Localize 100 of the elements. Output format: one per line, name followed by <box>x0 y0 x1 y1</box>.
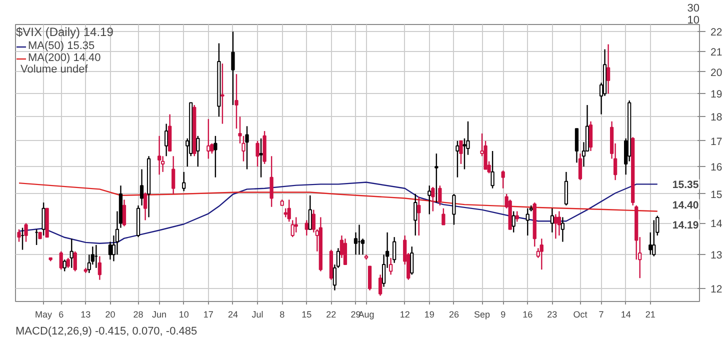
x-tick-label: 24 <box>228 310 238 320</box>
line-series <box>18 182 658 244</box>
y-tick-label: 20 <box>710 66 722 79</box>
y-tick-label: 19 <box>710 88 722 101</box>
candlestick <box>574 128 579 164</box>
candlestick <box>554 214 558 240</box>
candlestick <box>290 220 294 238</box>
candlestick <box>42 202 46 236</box>
legend-label: MA(200) 14.40 <box>28 52 101 64</box>
y-tick-label: 13 <box>710 250 722 262</box>
candlestick <box>490 150 494 189</box>
candlestick <box>220 62 224 124</box>
candlestick <box>392 236 396 264</box>
candlestick <box>652 220 656 257</box>
annotation: Volume undef <box>20 64 89 76</box>
candlestick <box>234 74 238 130</box>
x-tick-label: 20 <box>105 310 116 320</box>
candlestick <box>648 232 652 256</box>
candlestick <box>73 250 77 272</box>
x-tick-label: 6 <box>58 310 64 320</box>
y-tick-label: 14 <box>710 218 722 230</box>
legend-label: MA(50) 15.35 <box>28 40 95 52</box>
candlestick <box>206 118 210 160</box>
candlestick <box>24 222 28 242</box>
candlestick <box>414 193 418 236</box>
y-tick-label: 18 <box>710 112 722 124</box>
candlestick <box>62 258 66 272</box>
x-tick-label: Oct <box>573 310 588 320</box>
y-tick-label: 17 <box>710 136 722 148</box>
text: MACD(12,26,9) -0.415, 0.070, -0.485 <box>16 326 198 338</box>
x-tick-label: 22 <box>326 310 336 320</box>
x-tick-label: Jun <box>152 310 167 320</box>
x-tick-label: 26 <box>448 310 459 320</box>
candlestick <box>308 194 312 230</box>
x-tick-label: 13 <box>80 310 91 320</box>
candlestick <box>606 44 610 94</box>
x-tick-label: 21 <box>645 310 656 320</box>
x-tick-label: 7 <box>598 310 604 320</box>
candlestick <box>172 156 176 195</box>
candlestick <box>164 123 168 157</box>
text: 30 <box>687 2 700 14</box>
candlestick <box>270 156 274 208</box>
x-tick-label: 17 <box>203 310 214 320</box>
candlestick <box>438 184 442 206</box>
x-tick-label: 19 <box>424 310 434 320</box>
candlestick <box>59 250 63 270</box>
candlestick <box>158 135 162 176</box>
candlestick <box>70 238 74 268</box>
candlestick <box>98 256 102 280</box>
candlestick <box>343 238 348 266</box>
candlestick <box>417 196 421 236</box>
candlestick <box>540 238 544 270</box>
candlestick <box>515 210 519 222</box>
x-tick-label: 28 <box>133 310 144 320</box>
candlestick <box>304 220 308 236</box>
candlestick <box>564 171 568 206</box>
candlestick <box>459 140 463 165</box>
x-tick-label: 12 <box>400 310 410 320</box>
x-tick-label: 16 <box>522 310 533 320</box>
candlestick <box>259 138 263 178</box>
candlestick <box>512 210 516 234</box>
x-tick-label: Sep <box>474 310 490 320</box>
candlestick <box>557 210 562 236</box>
annotation: 15.35 <box>672 179 699 192</box>
candlestick <box>214 135 218 178</box>
candlestick <box>462 138 466 170</box>
candlestick <box>501 170 505 189</box>
candlestick <box>526 208 530 236</box>
candlestick <box>560 216 565 242</box>
x-tick-label: 23 <box>547 310 558 320</box>
x-tick-label: 15 <box>302 310 312 320</box>
candlestick <box>442 208 446 226</box>
candlestick <box>196 135 200 168</box>
x-tick-label: May <box>35 310 53 320</box>
candlestick <box>256 140 260 168</box>
chart-title: $VIX (Daily) 14.19 <box>16 25 114 39</box>
x-tick-label: 8 <box>280 310 285 320</box>
x-tick-label: 10 <box>178 310 189 320</box>
candlestick <box>66 257 70 268</box>
y-tick-label: 21 <box>710 46 722 58</box>
x-tick-label: 9 <box>500 310 506 320</box>
candlestick <box>140 168 144 206</box>
candlestick <box>143 192 148 221</box>
candlestick <box>428 184 432 215</box>
candlestick <box>410 246 414 276</box>
candlestick <box>122 199 126 227</box>
x-tick-label: 14 <box>620 310 631 320</box>
line-series <box>18 182 658 212</box>
candlestick <box>434 152 438 204</box>
candlestick <box>368 266 372 291</box>
candlestick <box>108 241 112 260</box>
candlestick <box>182 171 186 192</box>
candlestick <box>578 152 582 181</box>
candlestick <box>550 208 554 234</box>
y-tick-label: 12 <box>710 284 722 296</box>
annotation: 14.40 <box>672 199 699 212</box>
y-tick-label: 16 <box>710 162 722 174</box>
candlestick <box>452 193 456 226</box>
candlestick <box>245 126 249 170</box>
candlestick <box>17 228 21 242</box>
